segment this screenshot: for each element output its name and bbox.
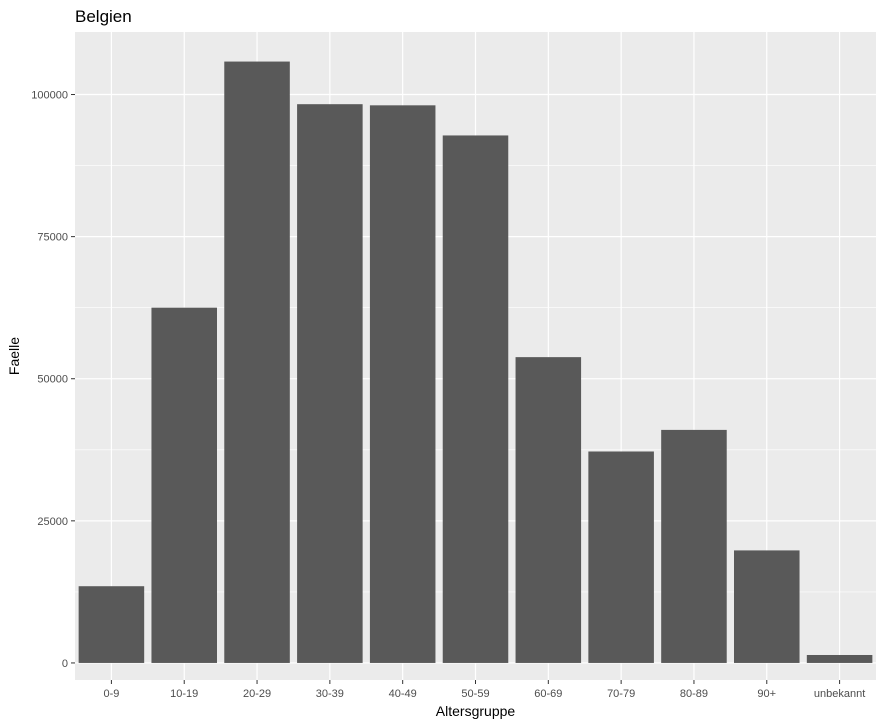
y-tick-label: 50000 — [37, 374, 68, 386]
x-tick-label: 90+ — [757, 688, 776, 700]
x-tick-label: 30-39 — [316, 688, 344, 700]
x-tick-label: 10-19 — [170, 688, 198, 700]
bar-20-29 — [224, 61, 290, 663]
x-tick-label: 70-79 — [607, 688, 635, 700]
bars — [78, 61, 873, 663]
bar-70-79 — [588, 451, 654, 663]
x-tick-label: 60-69 — [534, 688, 562, 700]
bar-10-19 — [151, 307, 217, 663]
x-axis-ticks: 0-9 10-19 20-29 30-39 40-49 50-59 60-69 70-79 80… — [103, 680, 865, 700]
x-tick-label: 20-29 — [243, 688, 271, 700]
x-tick-label: 50-59 — [461, 688, 489, 700]
y-tick-label: 100000 — [31, 90, 68, 102]
x-tick-label: 40-49 — [389, 688, 417, 700]
x-axis-title: Altersgruppe — [436, 703, 516, 719]
y-tick-label: 25000 — [37, 516, 68, 528]
y-tick-label: 0 — [62, 658, 68, 670]
x-tick-label: unbekannt — [814, 688, 865, 700]
x-tick-label: 80-89 — [680, 688, 708, 700]
bar-80-89 — [661, 429, 727, 663]
x-tick-label: 0-9 — [103, 688, 119, 700]
y-tick-label: 75000 — [37, 232, 68, 244]
bar-40-49 — [369, 105, 436, 663]
y-axis-title: Faelle — [6, 337, 22, 375]
bar-unbekannt — [806, 654, 873, 663]
bar-0-9 — [78, 586, 145, 663]
y-axis-ticks: 0 25000 50000 75000 100000 — [31, 90, 75, 670]
bar-30-39 — [297, 104, 363, 663]
chart-title: Belgien — [75, 7, 132, 26]
bar-50-59 — [442, 135, 509, 663]
bar-60-69 — [515, 357, 582, 663]
bar-90+ — [734, 550, 800, 663]
